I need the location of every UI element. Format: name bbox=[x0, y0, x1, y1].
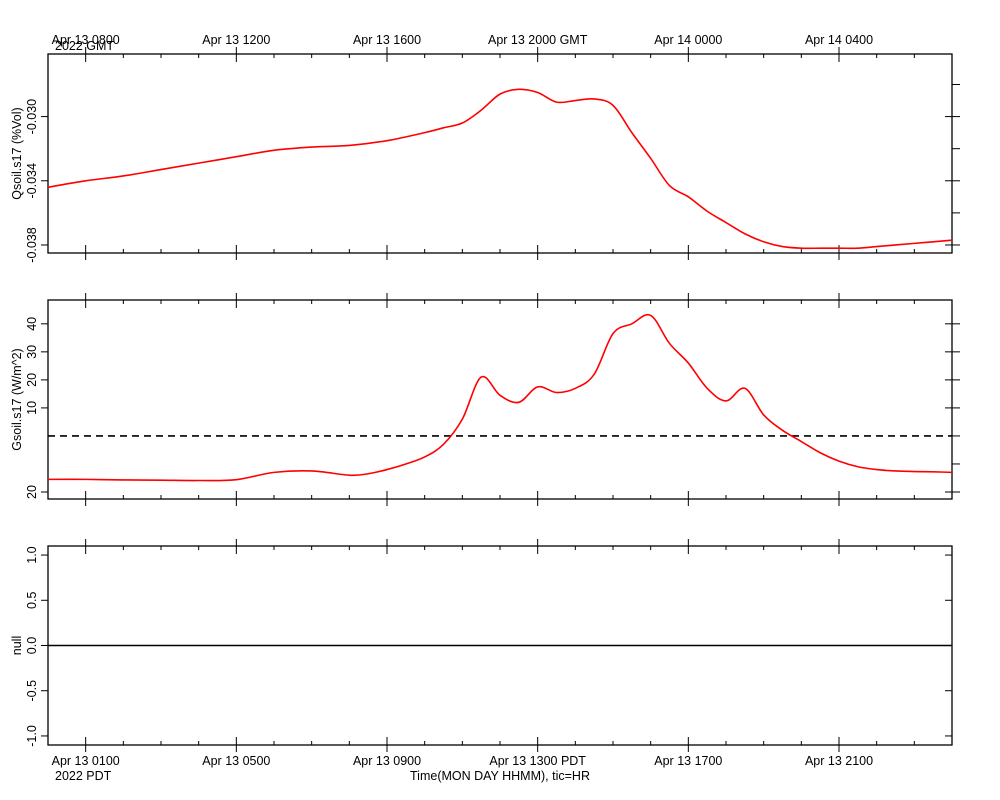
y-tick-label: 40 bbox=[25, 317, 39, 331]
y-tick-label: 10 bbox=[25, 401, 39, 415]
y-tick-label: 20 bbox=[25, 373, 39, 387]
y-axis-label: null bbox=[10, 636, 24, 655]
top-tick-label: Apr 13 1200 bbox=[202, 33, 270, 47]
gsoil-panel: 20 10 20 30 40 Gsoil.s17 (W/m^2) bbox=[10, 293, 960, 506]
y-tick-label: -0.030 bbox=[25, 99, 39, 134]
y-axis-label: Qsoil.s17 (%Vol) bbox=[10, 107, 24, 199]
y-axis-label: Gsoil.s17 (W/m^2) bbox=[10, 348, 24, 450]
top-tick-label: Apr 13 1600 bbox=[353, 33, 421, 47]
y-tick-label: 0.0 bbox=[25, 637, 39, 654]
top-tick-label: Apr 14 0000 bbox=[654, 33, 722, 47]
top-time-axis: Apr 13 0800 Apr 13 1200 Apr 13 1600 Apr 13 … bbox=[52, 33, 873, 47]
bottom-tick-label: Apr 13 0100 bbox=[52, 754, 120, 768]
top-year-label: 2022 GMT bbox=[55, 39, 114, 53]
y-tick-label: 20 bbox=[25, 485, 39, 499]
bottom-tick-label: Apr 13 2100 bbox=[805, 754, 873, 768]
bottom-tick-label: Apr 13 1700 bbox=[654, 754, 722, 768]
bottom-tick-label: Apr 13 0500 bbox=[202, 754, 270, 768]
top-tick-label: Apr 14 0400 bbox=[805, 33, 873, 47]
y-tick-label: -0.038 bbox=[25, 227, 39, 262]
data-series-line bbox=[47, 88, 953, 250]
bottom-time-axis: Apr 13 0100 Apr 13 0500 Apr 13 0900 Apr 13 … bbox=[52, 754, 873, 768]
y-tick-label: 30 bbox=[25, 345, 39, 359]
top-tick-label: Apr 13 2000 GMT bbox=[488, 33, 588, 47]
y-tick-label: 1.0 bbox=[25, 546, 39, 563]
bottom-tick-label: Apr 13 0900 bbox=[353, 754, 421, 768]
y-tick-label: -0.034 bbox=[25, 163, 39, 198]
panel-frame bbox=[47, 299, 953, 500]
y-tick-label: -1.0 bbox=[25, 725, 39, 747]
bottom-tick-label: Apr 13 1300 PDT bbox=[489, 754, 586, 768]
x-axis-label: Time(MON DAY HHMM), tic=HR bbox=[410, 769, 590, 783]
y-tick-label: -0.5 bbox=[25, 680, 39, 702]
y-tick-label: 0.5 bbox=[25, 592, 39, 609]
panel-frame bbox=[47, 53, 953, 254]
bottom-year-label: 2022 PDT bbox=[55, 769, 112, 783]
null-panel: -1.0 -0.5 0.0 0.5 1.0 null bbox=[10, 539, 953, 752]
data-series-line bbox=[47, 313, 953, 482]
top-tick-label: Apr 13 0800 bbox=[52, 33, 120, 47]
